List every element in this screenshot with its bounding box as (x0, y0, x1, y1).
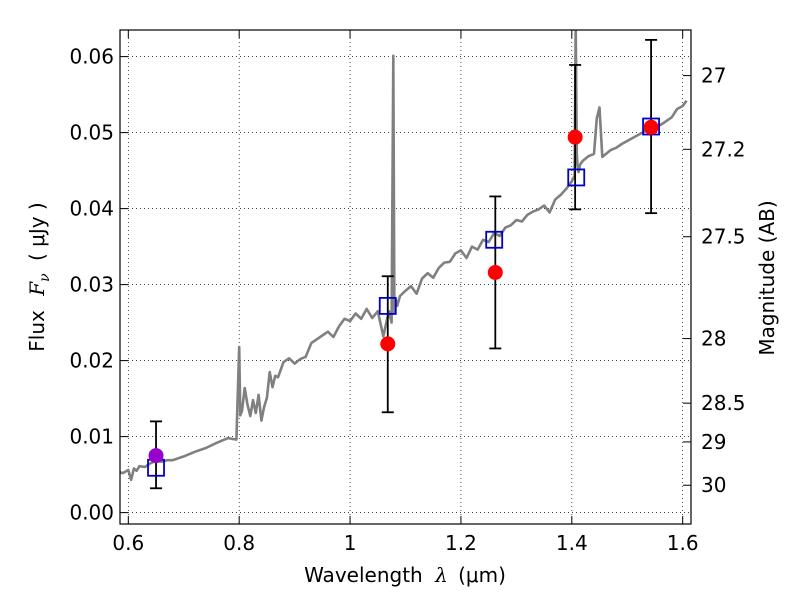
mag-tick-label: 28.5 (701, 391, 746, 415)
observed-point (487, 264, 503, 280)
mag-tick-label: 27.2 (701, 137, 746, 161)
y-axis-label-unit: ( μJy ) (25, 202, 49, 261)
data-markers (147, 38, 660, 490)
axis-ticks: 0.6 0.8 1 1.2 1.4 1.6 0.00 0.01 0.02 0.03 0.04 0.05… (69, 30, 746, 555)
mag-tick-label: 27 (701, 64, 726, 88)
x-tick-label: 0.8 (223, 531, 255, 555)
x-tick-label: 1.4 (556, 531, 588, 555)
observed-point (148, 448, 164, 464)
y-tick-label: 0.05 (69, 121, 114, 145)
y-tick-label: 0.04 (69, 197, 114, 221)
y-tick-label: 0.01 (69, 425, 114, 449)
model-square-marker (485, 230, 504, 249)
x-tick-label: 1.6 (667, 531, 699, 555)
y-axis-label-prefix: Flux (25, 310, 49, 352)
plot-area (120, 30, 688, 482)
x-axis-label-symbol: λ (434, 563, 448, 587)
grid-lines (120, 30, 691, 524)
y-tick-label: 0.02 (69, 349, 114, 373)
mag-tick-label: 30 (701, 473, 726, 497)
x-axis-label-unit: (μm) (458, 563, 506, 587)
observed-point (567, 129, 583, 145)
model-square-marker (378, 296, 397, 315)
mag-tick-label: 27.5 (701, 225, 746, 249)
x-tick-label: 1 (344, 531, 357, 555)
x-tick-label: 1.2 (445, 531, 477, 555)
y-axis-label: Flux Fν ( μJy ) (25, 202, 54, 351)
mag-tick-label: 29 (701, 430, 726, 454)
observed-point (380, 336, 396, 352)
observed-point (643, 119, 659, 135)
y-tick-label: 0.00 (69, 501, 114, 525)
y2-axis-label: Magnitude (AB) (755, 200, 779, 355)
model-square-marker (567, 168, 586, 187)
y-tick-label: 0.06 (69, 45, 114, 69)
spectrum-line (120, 30, 688, 482)
y-axis-label-symbol: F (25, 281, 49, 297)
plot-frame (119, 29, 692, 525)
x-tick-label: 0.6 (112, 531, 144, 555)
mag-tick-label: 28 (701, 327, 726, 351)
y-axis-label-subscript: ν (37, 273, 53, 282)
x-axis-label-text: Wavelength (304, 563, 423, 587)
x-axis-label: Wavelength λ (μm) (304, 563, 506, 587)
y-tick-label: 0.03 (69, 273, 114, 297)
